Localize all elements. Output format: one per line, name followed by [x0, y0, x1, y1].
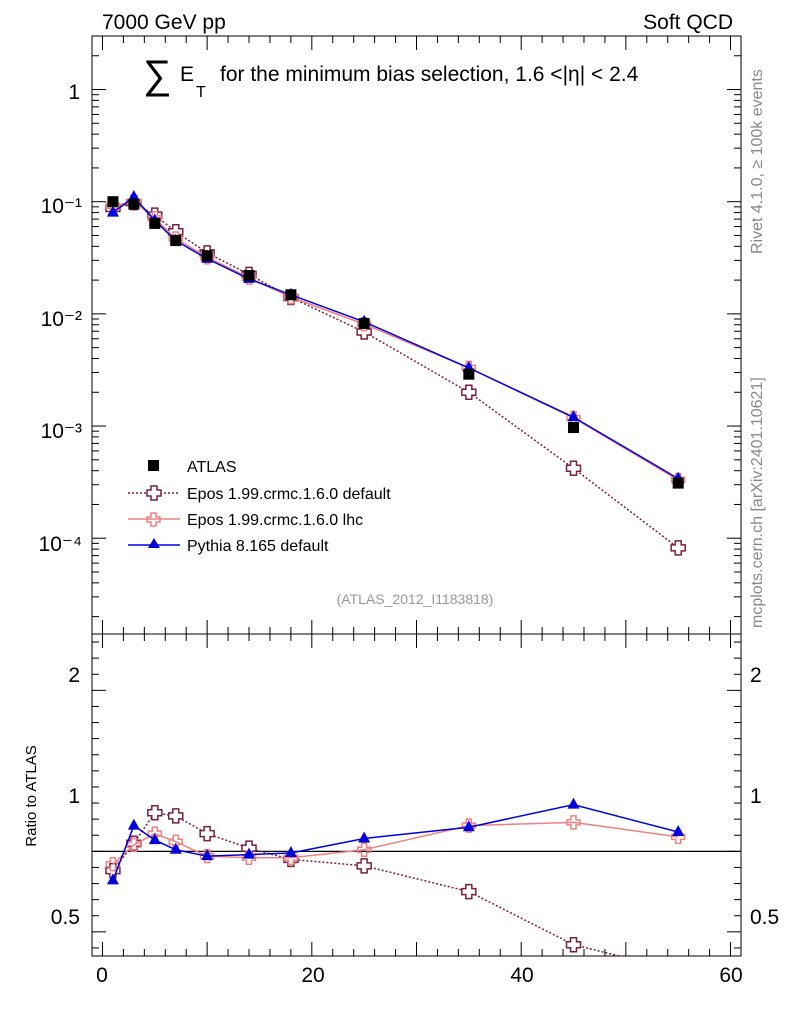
ratio-point-epos-1-99-crmc-1-6-0-default [565, 936, 582, 953]
mcplots-label: mcplots.cern.ch [arXiv:2401.10621] [749, 377, 766, 628]
ratio-point-epos-1-99-crmc-1-6-0-lhc [199, 848, 215, 864]
category-label: Soft QCD [643, 11, 733, 34]
y-tick-label-0.1: 10⁻¹ [41, 195, 82, 218]
ratio-point-pythia-8-165-default [127, 818, 140, 830]
ratio-point-pythia-8-165-default [284, 845, 297, 857]
point-atlas [463, 368, 475, 380]
legend-marker-atlas [148, 460, 159, 471]
point-atlas [568, 422, 580, 434]
point-atlas [672, 477, 684, 489]
main-plot-data [105, 190, 686, 556]
ratio-point-epos-1-99-crmc-1-6-0-default [671, 963, 685, 977]
main-axis-ticks [92, 35, 741, 956]
ratio-tick-label-2-left: 2 [68, 664, 80, 687]
ratio-line-epos-1-99-crmc-1-6-0-default [112, 811, 623, 956]
legend-label-pythia: Pythia 8.165 default [187, 538, 329, 555]
point-epos-1-99-crmc-1-6-0-default [565, 460, 582, 477]
ratio-line-epos-1-99-crmc-1-6-0-lhc [112, 821, 679, 865]
legend-label-epos-lhc: Epos 1.99.crmc.1.6.0 lhc [187, 512, 363, 529]
ratio-tick-label-0.5-right: 0.5 [750, 906, 779, 929]
legend-marker-epos-default [146, 485, 162, 501]
legend-label-atlas: ATLAS [187, 459, 237, 476]
ratio-point-pythia-8-165-default [169, 842, 182, 854]
point-atlas [107, 196, 119, 208]
x-tick-label-20: 20 [301, 964, 324, 987]
point-atlas [170, 235, 182, 247]
analysis-watermark: (ATLAS_2012_I1183818) [337, 591, 494, 607]
ratio-point-epos-1-99-crmc-1-6-0-lhc [356, 842, 372, 857]
ratio-point-epos-1-99-crmc-1-6-0-default [461, 883, 477, 900]
ratio-plot-frame [91, 633, 742, 957]
point-atlas [358, 318, 370, 330]
ratio-point-epos-1-99-crmc-1-6-0-lhc [566, 815, 581, 830]
title-subscript: T [196, 84, 206, 101]
rivet-version-label: Rivet 4.1.0, ≥ 100k events [749, 69, 766, 254]
ratio-tick-label-0.5-left: 0.5 [51, 906, 80, 929]
ratio-point-epos-1-99-crmc-1-6-0-default [199, 825, 215, 842]
point-pythia-8-165-default [567, 410, 580, 422]
y-tick-label-1: 1 [68, 81, 80, 104]
y-tick-label-0.01: 10⁻² [41, 308, 82, 331]
legend-label-epos-default: Epos 1.99.crmc.1.6.0 default [187, 486, 391, 503]
point-epos-1-99-crmc-1-6-0-default [461, 384, 477, 401]
ratio-point-pythia-8-165-default [148, 833, 161, 845]
ratio-point-pythia-8-165-default [462, 820, 475, 832]
ratio-plot-data [92, 797, 741, 977]
y-tick-label-0.0001: 10⁻⁴ [39, 533, 82, 556]
ratio-point-epos-1-99-crmc-1-6-0-default [356, 858, 372, 874]
ratio-tick-label-1-right: 1 [750, 785, 762, 808]
point-atlas [201, 250, 213, 262]
ratio-point-epos-1-99-crmc-1-6-0-default [167, 808, 184, 824]
ratio-tick-label-2-right: 2 [750, 664, 762, 687]
title-sum-symbol: ∑ [143, 53, 172, 97]
x-tick-label-60: 60 [719, 964, 742, 987]
x-tick-label-40: 40 [510, 964, 533, 987]
ratio-point-epos-1-99-crmc-1-6-0-lhc [105, 856, 121, 872]
ratio-point-pythia-8-165-default [106, 873, 119, 885]
title-variable: E [180, 63, 194, 86]
legend-marker-pythia [148, 538, 160, 548]
point-pythia-8-165-default [127, 190, 140, 202]
point-epos-1-99-crmc-1-6-0-default [670, 540, 686, 556]
legend-marker-epos-lhc [146, 512, 161, 527]
chart-title: for the minimum bias selection, 1.6 <|η|… [220, 63, 639, 86]
point-atlas [128, 198, 140, 210]
energy-label: 7000 GeV pp [102, 11, 226, 34]
series-line-epos-1-99-crmc-1-6-0-lhc [112, 200, 679, 481]
ratio-tick-label-1-left: 1 [68, 785, 80, 808]
point-atlas [149, 217, 161, 229]
x-tick-label-0: 0 [96, 964, 108, 987]
point-pythia-8-165-default [106, 205, 119, 217]
ratio-point-pythia-8-165-default [243, 847, 256, 859]
ratio-point-pythia-8-165-default [672, 825, 685, 837]
legend: ATLAS Epos 1.99.crmc.1.6.0 default Epos … [128, 459, 391, 555]
point-atlas [285, 289, 297, 301]
point-atlas [243, 269, 255, 281]
ratio-point-pythia-8-165-default [201, 849, 214, 861]
ratio-point-pythia-8-165-default [567, 797, 580, 809]
ratio-point-epos-1-99-crmc-1-6-0-lhc [461, 818, 477, 833]
ratio-point-epos-1-99-crmc-1-6-0-default [147, 804, 163, 821]
ratio-y-axis-label: Ratio to ATLAS [23, 745, 40, 846]
ratio-point-pythia-8-165-default [358, 831, 371, 843]
y-tick-label-0.001: 10⁻³ [41, 420, 82, 443]
